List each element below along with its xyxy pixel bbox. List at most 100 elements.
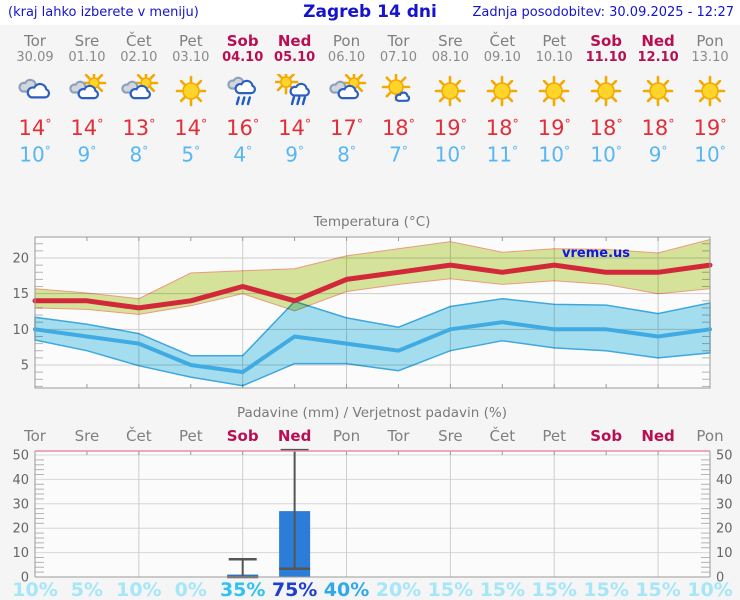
svg-text:Sob: Sob bbox=[227, 427, 259, 445]
temperature-chart: Temperatura (°C) 5 10 15 20 vreme.us bbox=[12, 214, 713, 389]
high-temp: 14° bbox=[278, 115, 312, 140]
svg-text:Tor: Tor bbox=[386, 427, 410, 445]
svg-text:0: 0 bbox=[21, 571, 29, 586]
day-date: 03.10 bbox=[172, 50, 210, 65]
high-temp: 18° bbox=[381, 115, 415, 140]
high-temp: 18° bbox=[485, 115, 519, 140]
low-temp: 9° bbox=[285, 142, 304, 167]
svg-text:30: 30 bbox=[716, 497, 733, 512]
high-temp: 14° bbox=[70, 115, 104, 140]
svg-text:10: 10 bbox=[12, 323, 29, 338]
day-date: 07.10 bbox=[379, 50, 418, 65]
day-date: 02.10 bbox=[120, 50, 158, 65]
svg-text:15%: 15% bbox=[531, 579, 576, 600]
svg-text:5%: 5% bbox=[71, 579, 103, 600]
low-temp: 9° bbox=[648, 142, 668, 167]
day-date: 04.10 bbox=[222, 50, 264, 65]
svg-text:40%: 40% bbox=[324, 579, 369, 600]
high-temp: 18° bbox=[641, 115, 675, 140]
svg-text:Padavine (mm) / Verjetnost pad: Padavine (mm) / Verjetnost padavin (%) bbox=[237, 405, 507, 421]
day-name: Tor bbox=[387, 32, 410, 50]
svg-text:50: 50 bbox=[716, 449, 733, 464]
svg-text:20: 20 bbox=[12, 522, 29, 537]
low-temp: 10° bbox=[538, 142, 570, 167]
day-date: 30.09 bbox=[16, 50, 54, 65]
svg-text:10%: 10% bbox=[116, 579, 161, 600]
day-name: Čet bbox=[489, 32, 516, 50]
svg-text:10%: 10% bbox=[12, 579, 57, 600]
low-temp: 4° bbox=[233, 142, 253, 167]
low-temp: 8° bbox=[129, 142, 149, 167]
low-temp: 5° bbox=[181, 142, 201, 167]
day-date: 12.10 bbox=[637, 50, 679, 65]
svg-text:10%: 10% bbox=[687, 579, 732, 600]
svg-text:Temperatura (°C): Temperatura (°C) bbox=[313, 214, 431, 230]
day-name: Pon bbox=[332, 32, 361, 50]
svg-text:Ned: Ned bbox=[641, 427, 674, 445]
svg-text:Pon: Pon bbox=[333, 427, 360, 445]
high-temp: 14° bbox=[18, 115, 52, 140]
svg-text:10: 10 bbox=[12, 546, 29, 561]
high-temp: 19° bbox=[537, 115, 571, 140]
high-temp: 19° bbox=[693, 115, 727, 140]
svg-text:Ned: Ned bbox=[278, 427, 311, 445]
location-hint: (kraj lahko izberete v meniju) bbox=[8, 5, 199, 20]
day-date: 10.10 bbox=[535, 50, 573, 65]
day-date: 09.10 bbox=[483, 50, 521, 65]
high-temp: 14° bbox=[174, 115, 208, 140]
day-name: Sob bbox=[226, 32, 259, 50]
svg-text:20: 20 bbox=[716, 522, 733, 537]
high-temp: 16° bbox=[226, 115, 260, 140]
svg-text:Pon: Pon bbox=[696, 427, 723, 445]
svg-text:75%: 75% bbox=[272, 579, 317, 600]
day-date: 08.10 bbox=[431, 50, 469, 65]
svg-text:15%: 15% bbox=[428, 579, 473, 600]
page-title: Zagreb 14 dni bbox=[303, 2, 437, 22]
svg-text:20%: 20% bbox=[376, 579, 421, 600]
svg-text:50: 50 bbox=[12, 449, 29, 464]
svg-text:Čet: Čet bbox=[490, 426, 516, 445]
svg-text:vreme.us: vreme.us bbox=[562, 246, 630, 261]
day-name: Sre bbox=[438, 32, 463, 50]
precipitation-chart: Padavine (mm) / Verjetnost padavin (%) To… bbox=[12, 405, 733, 600]
svg-text:Sre: Sre bbox=[438, 427, 463, 445]
svg-text:Čet: Čet bbox=[126, 426, 152, 445]
svg-text:5: 5 bbox=[21, 358, 29, 373]
forecast-strip: Tor 30.09 14° 10° Sre 01.10 14° 9° Čet 02.10 13° 8°… bbox=[0, 0, 740, 200]
day-name: Pon bbox=[696, 32, 724, 50]
low-temp: 10° bbox=[694, 142, 726, 167]
svg-text:Tor: Tor bbox=[23, 427, 47, 445]
low-temp: 10° bbox=[590, 142, 622, 167]
svg-text:Pet: Pet bbox=[179, 427, 203, 445]
high-temp: 19° bbox=[433, 115, 467, 140]
svg-text:0: 0 bbox=[716, 571, 724, 586]
svg-text:35%: 35% bbox=[220, 579, 265, 600]
day-date: 05.10 bbox=[274, 50, 316, 65]
low-temp: 9° bbox=[77, 142, 97, 167]
day-date: 01.10 bbox=[68, 50, 106, 65]
svg-text:15: 15 bbox=[12, 287, 29, 302]
day-name: Pet bbox=[542, 32, 567, 50]
last-update: Zadnja posodobitev: 30.09.2025 - 12:27 bbox=[472, 5, 734, 20]
svg-text:15%: 15% bbox=[635, 579, 680, 600]
svg-text:Sob: Sob bbox=[590, 427, 622, 445]
day-date: 13.10 bbox=[691, 50, 729, 65]
high-temp: 17° bbox=[330, 115, 364, 140]
svg-text:Pet: Pet bbox=[542, 427, 566, 445]
svg-text:40: 40 bbox=[716, 473, 733, 488]
svg-text:40: 40 bbox=[12, 473, 29, 488]
day-name: Ned bbox=[277, 32, 312, 50]
low-temp: 8° bbox=[337, 142, 356, 167]
svg-text:Sre: Sre bbox=[75, 427, 100, 445]
svg-text:15%: 15% bbox=[480, 579, 525, 600]
high-temp: 13° bbox=[122, 115, 156, 140]
day-date: 06.10 bbox=[327, 50, 366, 65]
svg-text:10: 10 bbox=[716, 546, 733, 561]
low-temp: 11° bbox=[486, 142, 519, 167]
svg-text:15%: 15% bbox=[583, 579, 628, 600]
svg-text:20: 20 bbox=[12, 252, 29, 267]
low-temp: 10° bbox=[434, 142, 467, 167]
day-name: Ned bbox=[641, 32, 675, 50]
high-temp: 18° bbox=[589, 115, 623, 140]
